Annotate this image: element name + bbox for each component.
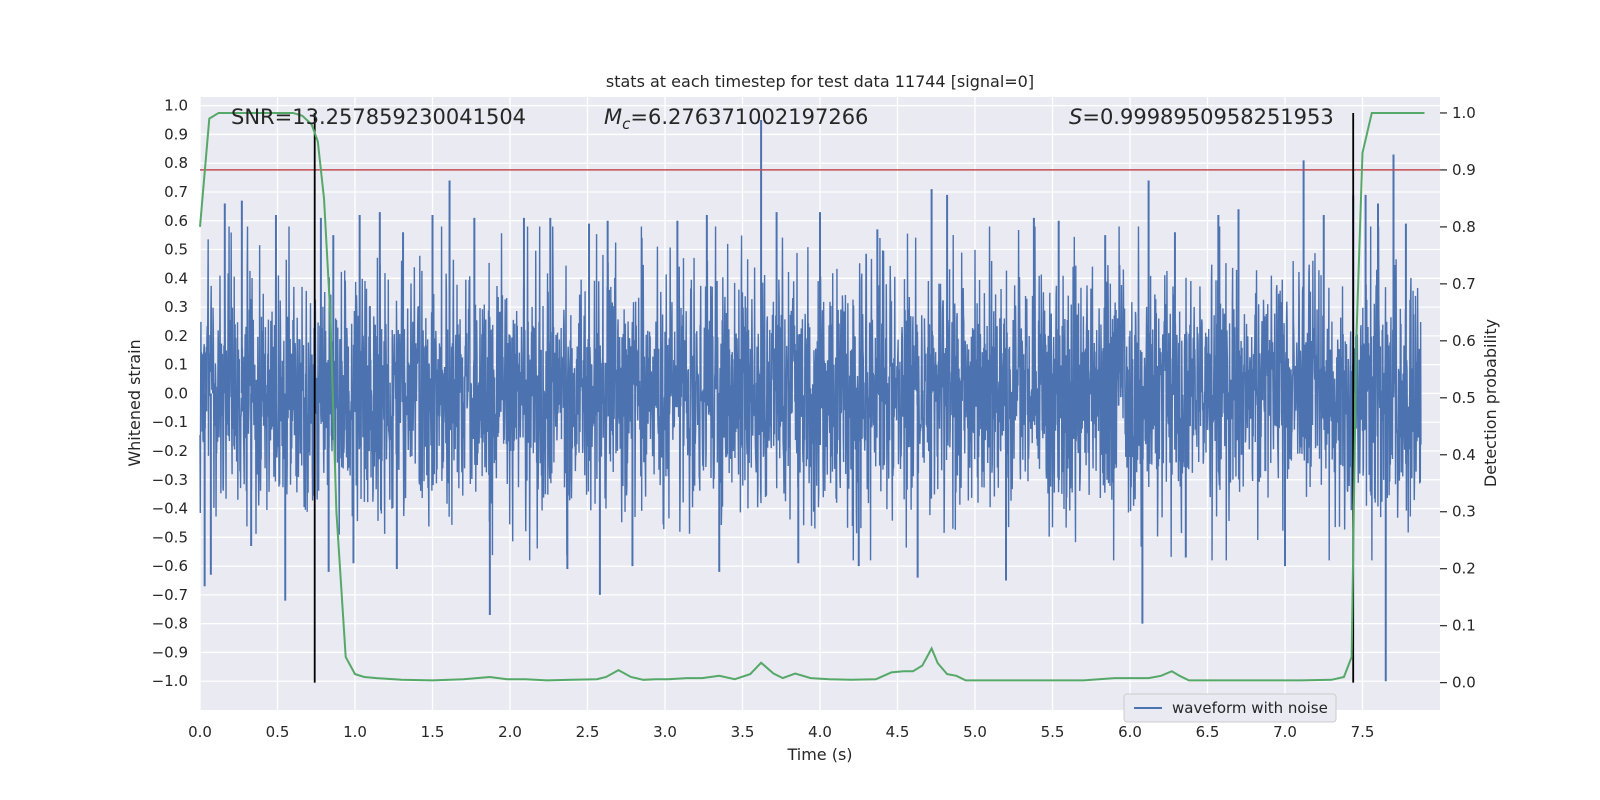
chart-title: stats at each timestep for test data 117… <box>606 72 1034 91</box>
statistic-value: =0.9998950958251953 <box>1082 105 1333 129</box>
x-tick-label: 4.0 <box>808 723 832 741</box>
legend: waveform with noise <box>1123 693 1337 723</box>
y2-tick-label: 0.5 <box>1452 389 1476 407</box>
y-tick-label: 0.1 <box>164 356 188 374</box>
snr-annotation: SNR=13.257859230041504 <box>231 105 526 129</box>
y-tick-label: 0.7 <box>164 183 188 201</box>
y-tick-label: 0.3 <box>164 298 188 316</box>
chirp-mass-symbol: M <box>604 105 622 129</box>
x-tick-label: 0.5 <box>266 723 290 741</box>
x-tick-label: 7.5 <box>1351 723 1375 741</box>
y2-axis-label: Detection probability <box>1481 319 1500 487</box>
x-tick-label: 6.5 <box>1196 723 1220 741</box>
y2-axis-ticks: 1.0 0.9 0.8 0.7 0.6 0.5 0.4 0.3 0.2 0.1 0.0 <box>1440 104 1476 692</box>
y-tick-label: −0.1 <box>152 413 188 431</box>
x-tick-label: 2.0 <box>498 723 522 741</box>
statistic-symbol: S <box>1069 105 1082 129</box>
chirp-mass-subscript: c <box>622 115 631 133</box>
y2-tick-label: 0.4 <box>1452 446 1476 464</box>
x-tick-label: 3.0 <box>653 723 677 741</box>
y-tick-label: −0.2 <box>152 442 188 460</box>
y-tick-label: −0.8 <box>152 615 188 633</box>
probability-line <box>199 111 1425 682</box>
x-tick-label: 4.5 <box>886 723 910 741</box>
y-tick-label: −0.7 <box>152 586 188 604</box>
y-tick-label: −0.6 <box>152 557 188 575</box>
x-tick-label: 5.5 <box>1041 723 1065 741</box>
y-axis-label: Whitened strain <box>125 339 144 466</box>
x-tick-label: 1.5 <box>421 723 445 741</box>
y2-tick-label: 0.0 <box>1452 674 1476 692</box>
y2-tick-label: 0.1 <box>1452 617 1476 635</box>
x-tick-label: 2.5 <box>576 723 600 741</box>
x-tick-label: 7.0 <box>1273 723 1297 741</box>
y-tick-label: −0.3 <box>152 471 188 489</box>
waveform-line <box>199 226 1422 561</box>
chirp-mass-value: =6.276371002197266 <box>630 105 868 129</box>
y2-tick-label: 0.7 <box>1452 275 1476 293</box>
y2-tick-label: 0.6 <box>1452 332 1476 350</box>
y2-tick-label: 0.3 <box>1452 503 1476 521</box>
y-tick-label: 0.5 <box>164 241 188 259</box>
x-tick-label: 5.0 <box>963 723 987 741</box>
y2-tick-label: 0.2 <box>1452 560 1476 578</box>
y-tick-label: 0.0 <box>164 384 188 402</box>
probability-series <box>199 111 1425 682</box>
y2-tick-label: 1.0 <box>1452 104 1476 122</box>
x-tick-label: 0.0 <box>188 723 212 741</box>
x-axis-label: Time (s) <box>786 745 852 764</box>
y-tick-label: 0.6 <box>164 212 188 230</box>
y-tick-label: 1.0 <box>164 97 188 115</box>
x-tick-label: 6.0 <box>1118 723 1142 741</box>
y-tick-label: −1.0 <box>152 672 188 690</box>
statistic-annotation: S=0.9998950958251953 <box>1069 105 1334 129</box>
chirp-mass-annotation: Mc=6.276371002197266 <box>604 105 868 133</box>
legend-label-waveform: waveform with noise <box>1172 699 1328 717</box>
y2-tick-label: 0.9 <box>1452 161 1476 179</box>
y-tick-label: −0.9 <box>152 643 188 661</box>
y-tick-label: 0.4 <box>164 269 188 287</box>
y-tick-label: −0.5 <box>152 528 188 546</box>
y-tick-label: 0.2 <box>164 327 188 345</box>
y-tick-label: 0.9 <box>164 125 188 143</box>
y2-tick-label: 0.8 <box>1452 218 1476 236</box>
x-axis-ticks: 0.0 0.5 1.0 1.5 2.0 2.5 3.0 3.5 4.0 4.5 5.0 5.5 6.0 6… <box>188 723 1374 741</box>
y-axis-ticks: 1.0 0.9 0.8 0.7 0.6 0.5 0.4 0.3 0.2 0.1 0.0 −0.1 −0.… <box>152 97 188 691</box>
y-tick-label: 0.8 <box>164 154 188 172</box>
y-tick-label: −0.4 <box>152 500 188 518</box>
x-tick-label: 1.0 <box>343 723 367 741</box>
waveform-series <box>199 120 1422 682</box>
legend-box <box>1123 693 1337 723</box>
x-tick-label: 3.5 <box>731 723 755 741</box>
